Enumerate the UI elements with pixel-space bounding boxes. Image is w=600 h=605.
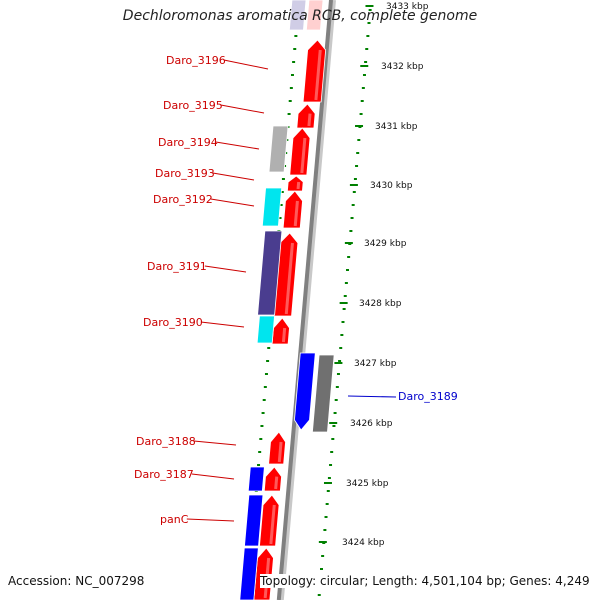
scale-label: 3430 kbp <box>370 181 413 191</box>
feature-cyan <box>256 315 275 344</box>
leader-line <box>200 321 245 328</box>
gene-label: Daro_3192 <box>153 193 213 206</box>
leader-line <box>347 395 397 398</box>
feature-blue <box>244 494 264 547</box>
feature-dark-grey <box>311 354 335 433</box>
gene-daro-3187 <box>263 466 282 492</box>
gene-daro-3196 <box>302 39 327 103</box>
gene-daro-3189 <box>294 352 316 431</box>
gene-daro-3192-highlight <box>293 200 299 227</box>
gene-daro-3195 <box>296 103 316 129</box>
gene-daro-3195-highlight <box>307 113 312 127</box>
leader-line <box>215 141 260 150</box>
feature-cyan <box>261 187 283 227</box>
gene-daro-3187-highlight <box>274 476 279 490</box>
leader-line <box>212 172 255 181</box>
leader-line <box>223 59 269 70</box>
scale-label: 3425 kbp <box>346 479 389 489</box>
gene-label-leaders <box>186 59 397 522</box>
feature-purple <box>257 230 283 316</box>
leader-line <box>186 518 235 522</box>
partial-feature <box>288 0 307 31</box>
gene-daro-3193 <box>286 175 304 192</box>
gene-label: Daro_3193 <box>155 167 215 180</box>
feature-blue <box>247 466 265 492</box>
leader-line <box>220 104 265 114</box>
gene-panc-highlight <box>269 504 276 545</box>
gene-label: Daro_3190 <box>143 316 203 329</box>
scale-label: 3433 kbp <box>386 2 429 12</box>
backbone-line <box>276 0 333 601</box>
gene-daro-3194-highlight <box>300 137 307 174</box>
scale-label: 3432 kbp <box>381 62 424 72</box>
gene-label: Daro_3191 <box>147 260 207 273</box>
gene-daro-3196-highlight <box>314 49 322 101</box>
gene-label: Daro_3196 <box>166 54 226 67</box>
scale-label: 3424 kbp <box>342 538 385 548</box>
gene-labels: Daro_3196 Daro_3195 Daro_3194 Daro_3193 Daro… <box>134 54 458 526</box>
scale-labels: 3433 kbp 3432 kbp 3431 kbp 3430 kbp 3429 kbp… <box>342 2 429 548</box>
gene-daro-3191-highlight <box>284 242 294 315</box>
gene-label: Daro_3195 <box>163 99 223 112</box>
gene-daro-3192 <box>282 190 303 229</box>
genome-backbone <box>276 0 336 601</box>
gene-label: panC <box>160 513 189 526</box>
scale-label: 3429 kbp <box>364 239 407 249</box>
scale-label: 3428 kbp <box>359 299 402 309</box>
leader-line <box>193 440 237 446</box>
scale-label: 3431 kbp <box>375 122 418 132</box>
feature-grey <box>268 125 289 173</box>
accession-text: Accession: NC_007298 <box>8 574 145 588</box>
leader-line <box>204 265 247 273</box>
gene-label: Daro_3187 <box>134 468 194 481</box>
gene-label: Daro_3188 <box>136 435 196 448</box>
gene-panc <box>259 494 280 547</box>
gene-daro-3193-highlight <box>296 181 301 190</box>
leader-line <box>210 198 255 207</box>
gene-daro-3188-highlight <box>277 441 283 463</box>
partial-feature <box>305 0 324 31</box>
gene-daro-3190 <box>271 317 290 345</box>
gene-label: Daro_3189 <box>398 390 458 403</box>
gene-daro-3188 <box>268 431 286 465</box>
gene-daro-3190-highlight <box>281 327 287 343</box>
map-title: Dechloromonas aromatica RCB, complete ge… <box>122 8 478 24</box>
scale-label: 3426 kbp <box>350 419 393 429</box>
topology-text: Topology: circular; Length: 4,501,104 bp… <box>260 574 590 588</box>
gene-daro-3194 <box>289 127 311 176</box>
leader-line <box>191 473 235 480</box>
gene-features <box>239 0 335 601</box>
scale-label: 3427 kbp <box>354 359 397 369</box>
gene-label: Daro_3194 <box>158 136 218 149</box>
